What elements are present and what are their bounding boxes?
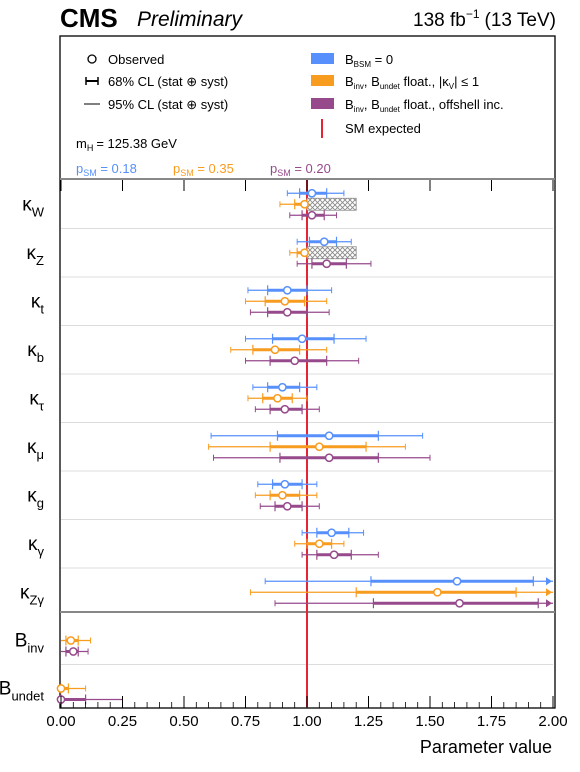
parameter-label: Bundet (0, 679, 44, 704)
observed-point (300, 199, 309, 209)
x-tick-label: 0.75 (231, 713, 260, 730)
parameter-label: κγ (28, 534, 45, 559)
observed-point (280, 404, 290, 414)
observed-point (280, 296, 290, 306)
preliminary-label: Preliminary (137, 8, 244, 31)
x-tick-label: 2.00 (538, 713, 567, 730)
observed-point (278, 490, 287, 500)
parameter-label: κμ (27, 437, 44, 462)
observed-point (322, 259, 332, 269)
x-tick-label: 1.75 (477, 713, 506, 730)
observed-point (300, 248, 309, 258)
legend-series-1: BBSM = 0 (345, 52, 393, 69)
parameter-label: κt (31, 291, 45, 316)
legend-series-3: Binv, Bundet float., offshell inc. (345, 97, 504, 114)
legend-cl95: 95% CL (stat ⊕ syst) (108, 97, 228, 112)
legend-series-2: Binv, Bundet float., |κV| ≤ 1 (345, 74, 479, 91)
observed-point (282, 285, 292, 295)
legend-mh: mH = 125.38 GeV (76, 136, 177, 153)
parameter-label: κτ (29, 388, 45, 413)
observed-point (278, 382, 287, 392)
observed-point (319, 237, 329, 247)
legend-swatch-series-1 (311, 53, 334, 64)
observed-point (329, 550, 339, 560)
observed-point (324, 431, 334, 441)
observed-marker-icon (87, 54, 97, 64)
x-tick-label: 0.50 (169, 713, 198, 730)
observed-point (66, 636, 76, 645)
observed-point (282, 307, 292, 317)
range-arrow (546, 577, 552, 586)
observed-point (68, 647, 78, 656)
legend-swatch-series-2 (311, 75, 334, 86)
observed-point (270, 345, 280, 355)
x-tick-label: 0.00 (46, 713, 75, 730)
parameter-label: κZ (27, 243, 45, 268)
observed-point (290, 356, 300, 366)
legend: Observed 68% CL (stat ⊕ syst) 95% CL (st… (76, 52, 504, 178)
range-arrow (546, 588, 552, 597)
parameter-label: κb (27, 340, 44, 365)
x-axis-title: Parameter value (420, 737, 552, 757)
observed-point (307, 188, 317, 198)
observed-point (324, 453, 334, 463)
observed-point (314, 442, 324, 452)
legend-sm-expected: SM expected (345, 121, 421, 136)
pvalue-series-3: pSM = 0.20 (270, 161, 331, 178)
observed-point (452, 576, 462, 586)
observed-point (56, 684, 66, 693)
x-tick-label: 1.25 (354, 713, 383, 730)
luminosity-label: 138 fb−1 (13 TeV) (413, 7, 556, 31)
range-arrow (546, 599, 552, 608)
excluded-region (306, 246, 357, 260)
cms-label: CMS (60, 3, 118, 33)
parameter-label: κg (27, 485, 44, 510)
x-tick-label: 1.50 (415, 713, 444, 730)
pvalue-series-2: pSM = 0.35 (173, 161, 234, 178)
observed-point (314, 539, 324, 549)
observed-point (280, 479, 290, 489)
observed-point (433, 587, 442, 597)
x-tick-label: 0.25 (108, 713, 137, 730)
parameter-label: κZγ (20, 582, 44, 607)
parameter-label: κW (22, 194, 45, 219)
observed-point (307, 210, 317, 220)
observed-point (282, 501, 292, 511)
legend-cl68: 68% CL (stat ⊕ syst) (108, 74, 228, 89)
pvalue-series-1: pSM = 0.18 (76, 161, 137, 178)
observed-point (273, 393, 282, 403)
legend-observed: Observed (108, 52, 164, 67)
x-tick-label: 1.00 (292, 713, 321, 730)
observed-point (455, 598, 464, 608)
observed-point (327, 528, 336, 538)
excluded-region (306, 197, 357, 211)
observed-point (297, 334, 307, 344)
parameter-label: Binv (15, 631, 45, 656)
legend-swatch-series-3 (311, 98, 334, 109)
